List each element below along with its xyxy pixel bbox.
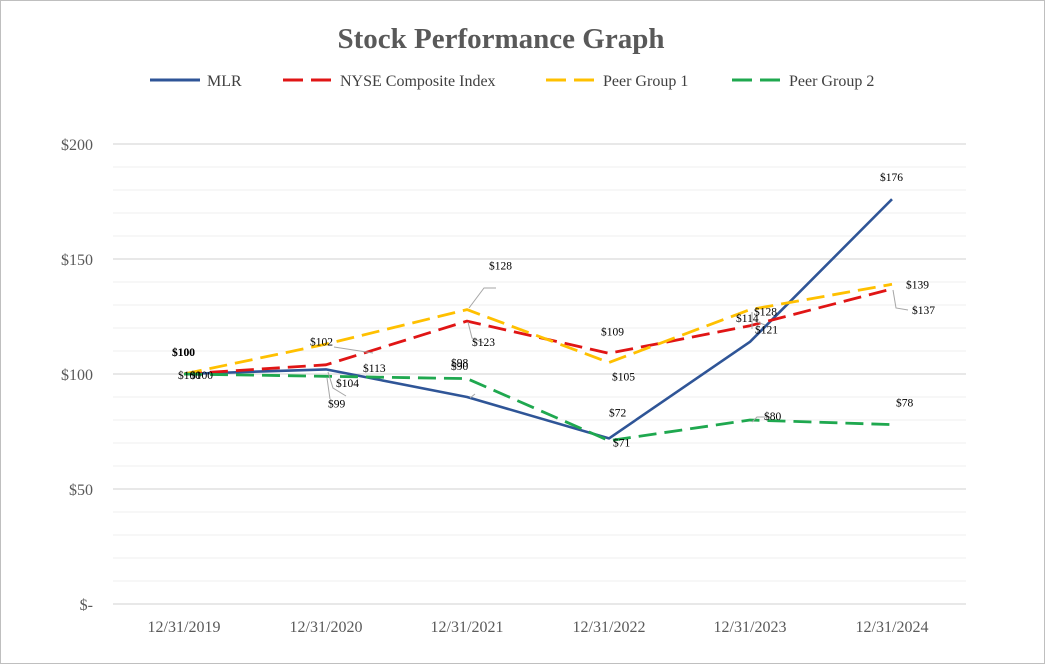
x-tick-label: 12/31/2021	[431, 619, 504, 636]
data-label-mlr: $90	[451, 360, 469, 373]
data-label-nyse-composite-index: $123	[472, 336, 495, 349]
data-label-peer-group-2: $71	[613, 437, 631, 450]
data-label-peer-group-1: $113	[363, 362, 386, 375]
data-label-peer-group-1: $128	[754, 306, 777, 319]
data-label-peer-group-2: $78	[896, 397, 914, 410]
legend-label: Peer Group 2	[789, 73, 874, 90]
leader-line-peer-group-2	[751, 416, 770, 423]
series-line-peer-group-1	[183, 282, 893, 376]
data-label-peer-group-1: $100	[172, 346, 195, 359]
legend-label: Peer Group 1	[603, 73, 688, 90]
data-label-nyse-composite-index: $137	[912, 304, 935, 317]
data-label-peer-group-2: $100	[178, 369, 201, 382]
data-label-peer-group-2: $99	[328, 397, 346, 410]
chart-title: Stock Performance Graph	[338, 23, 665, 55]
series-line-peer-group-2	[183, 372, 893, 443]
series-line-mlr	[183, 198, 893, 440]
data-label-mlr: $114	[736, 312, 759, 325]
legend-label: NYSE Composite Index	[340, 73, 496, 90]
x-tick-label: 12/31/2019	[148, 619, 221, 636]
data-label-peer-group-1: $128	[489, 260, 512, 273]
data-label-mlr: $100	[172, 346, 195, 359]
leader-line-peer-group-1	[468, 287, 496, 309]
data-label-mlr: $102	[310, 335, 333, 348]
leader-line-nyse-composite-index	[327, 371, 347, 397]
legend: MLR NYSE Composite Index Peer Group 1 Peer …	[150, 73, 874, 90]
y-tick-label: $100	[61, 367, 93, 384]
data-label-peer-group-2: $98	[451, 357, 469, 370]
y-tick-label: $200	[61, 137, 93, 154]
label-leader-lines	[326, 287, 909, 423]
y-tick-label: $150	[61, 252, 93, 269]
x-tick-label: 12/31/2024	[856, 619, 929, 636]
data-labels: $100 $102 $90 $72 $114 $176 $100 $104 $123 $109 $1…	[172, 171, 935, 450]
data-label-nyse-composite-index: $104	[336, 377, 359, 390]
legend-item-peer-group-2: Peer Group 2	[732, 73, 874, 90]
legend-item-mlr: MLR	[150, 73, 242, 90]
y-tick-label: $-	[80, 597, 93, 614]
legend-item-nyse-composite-index: NYSE Composite Index	[283, 73, 496, 90]
legend-label: MLR	[207, 73, 242, 90]
y-axis-ticks: $- $50 $100 $150 $200	[61, 137, 93, 614]
x-axis-ticks: 12/31/2019 12/31/2020 12/31/2021 12/31/2022…	[148, 619, 929, 636]
data-label-peer-group-1: $105	[612, 371, 635, 384]
leader-line-nyse-composite-index	[754, 320, 766, 326]
data-label-nyse-composite-index: $121	[755, 324, 778, 337]
leader-line-nyse-composite-index	[467, 321, 485, 344]
gridlines	[113, 143, 966, 605]
leader-line-peer-group-1	[333, 346, 374, 354]
data-label-nyse-composite-index: $100	[190, 369, 213, 382]
data-label-mlr: $176	[880, 171, 903, 184]
data-label-nyse-composite-index: $109	[601, 325, 624, 338]
series-lines	[183, 198, 893, 443]
x-tick-label: 12/31/2020	[290, 619, 363, 636]
x-tick-label: 12/31/2022	[573, 619, 646, 636]
series-line-nyse-composite-index	[183, 287, 893, 376]
data-label-peer-group-2: $80	[764, 410, 782, 423]
x-tick-label: 12/31/2023	[714, 619, 787, 636]
leader-line-nyse-composite-index	[892, 289, 909, 311]
data-label-peer-group-1: $139	[906, 278, 929, 291]
leader-line-peer-group-2	[326, 377, 331, 400]
y-tick-label: $50	[69, 482, 93, 499]
leader-line-mlr	[469, 393, 476, 399]
data-label-mlr: $72	[609, 406, 627, 419]
legend-item-peer-group-1: Peer Group 1	[546, 73, 688, 90]
